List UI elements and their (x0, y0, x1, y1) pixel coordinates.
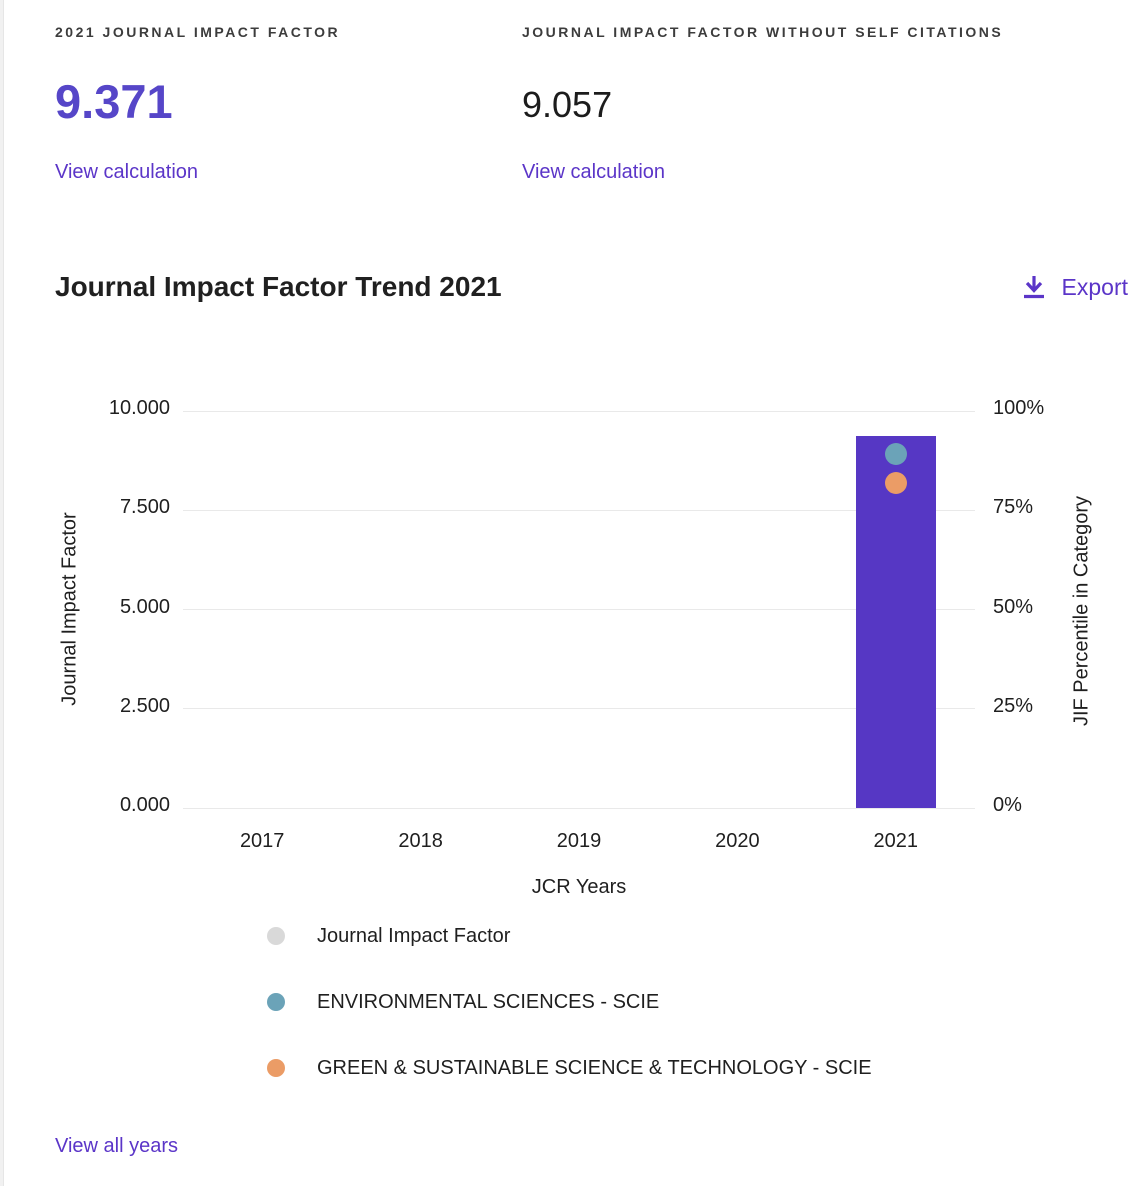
jif-bar-2021[interactable] (855, 435, 936, 808)
y-axis-tick-right: 0% (993, 794, 1022, 816)
x-axis-tick: 2017 (239, 830, 285, 852)
metric-label: 2021 JOURNAL IMPACT FACTOR (55, 24, 341, 40)
chart-plot-area: 10.000 100% 7.500 75% 5.000 50% 2.500 25% 0.000 0… (0, 380, 1142, 910)
view-calculation-link[interactable]: View calculation (55, 161, 199, 183)
percentile-dot-2021[interactable] (884, 471, 907, 494)
y-axis-tick-right: 100% (993, 397, 1045, 419)
metric-label: JOURNAL IMPACT FACTOR WITHOUT SELF CITAT… (522, 24, 1004, 40)
y-axis-tick-left: 0.000 (119, 794, 170, 816)
y-axis-tick-left: 2.500 (119, 694, 170, 717)
y-axis-tick-right: 25% (993, 694, 1034, 717)
x-axis-tick: 2020 (715, 830, 760, 852)
legend-dot (267, 927, 285, 945)
y-axis-tick-right: 75% (993, 496, 1034, 519)
page-edge-strip (0, 0, 4, 1186)
metric-card-jif: 2021 JOURNAL IMPACT FACTOR 9.371 View ca… (55, 24, 341, 183)
x-axis-tick: 2019 (556, 830, 602, 852)
y-axis-tick-left: 5.000 (119, 595, 170, 618)
y-axis-tick-left: 7.500 (119, 496, 170, 519)
legend-label: ENVIRONMENTAL SCIENCES - SCIE (317, 990, 660, 1013)
legend-dot (267, 993, 285, 1011)
chart-legend: Journal Impact Factor ENVIRONMENTAL SCIE… (267, 920, 872, 1118)
section-title: Journal Impact Factor Trend 2021 (55, 271, 502, 302)
legend-dot (267, 1059, 285, 1077)
view-all-years-link[interactable]: View all years (55, 1135, 179, 1157)
legend-item-environmental-sciences[interactable]: ENVIRONMENTAL SCIENCES - SCIE (267, 986, 872, 1018)
x-axis-title: JCR Years (531, 876, 627, 898)
chart-gridline (183, 410, 975, 412)
left-axis-title: Journal Impact Factor (58, 512, 81, 706)
legend-item-green-sustainable[interactable]: GREEN & SUSTAINABLE SCIENCE & TECHNOLOGY… (267, 1052, 872, 1084)
y-axis-tick-left: 10.000 (108, 397, 170, 419)
chart-gridline (183, 708, 975, 710)
x-axis-tick: 2018 (398, 830, 443, 852)
y-axis-tick-right: 50% (993, 595, 1034, 618)
jif-without-self-citations-value: 9.057 (522, 84, 613, 125)
legend-label: Journal Impact Factor (317, 924, 511, 947)
chart-gridline (183, 509, 975, 511)
chart-gridline (183, 609, 975, 610)
export-label: Export (1061, 274, 1128, 300)
metric-card-jif-without-self-citations: JOURNAL IMPACT FACTOR WITHOUT SELF CITAT… (522, 24, 1004, 183)
jif-trend-chart: 10.000 100% 7.500 75% 5.000 50% 2.500 25% 0.000 0… (0, 380, 1142, 910)
view-calculation-link[interactable]: View calculation (522, 161, 666, 183)
legend-item-journal-impact-factor[interactable]: Journal Impact Factor (267, 920, 872, 952)
x-axis-tick: 2021 (873, 830, 919, 852)
jif-value: 9.371 (55, 75, 173, 128)
percentile-dot-2021[interactable] (884, 442, 907, 465)
download-icon (1022, 275, 1046, 301)
legend-label: GREEN & SUSTAINABLE SCIENCE & TECHNOLOGY… (317, 1056, 872, 1079)
export-button[interactable]: Export (1022, 274, 1128, 301)
right-axis-title: JIF Percentile in Category (1070, 495, 1093, 727)
chart-gridline (183, 807, 975, 809)
